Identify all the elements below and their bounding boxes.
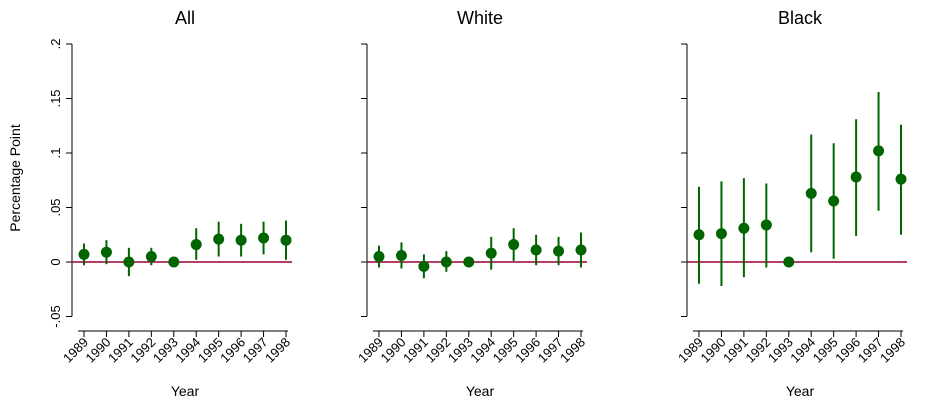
y-tick-label: .15 — [48, 89, 63, 107]
data-point — [805, 187, 817, 199]
data-point — [145, 251, 157, 263]
data-point — [828, 195, 840, 207]
data-point — [485, 247, 497, 259]
data-point — [213, 233, 225, 245]
panel-title: White — [457, 8, 503, 28]
data-point — [78, 248, 90, 260]
data-point — [715, 228, 727, 240]
x-tick-label: 1998 — [877, 335, 908, 366]
data-point — [418, 260, 430, 272]
panel-title: All — [175, 8, 195, 28]
data-point — [760, 219, 772, 231]
panels: All-.050.05.1.15.21989199019911992199319… — [48, 8, 908, 399]
y-tick-label: .1 — [48, 148, 63, 159]
y-tick-label: -.05 — [48, 305, 63, 327]
data-point — [850, 171, 862, 183]
x-axis-label: Year — [171, 383, 200, 399]
x-tick-label: 1998 — [557, 335, 588, 366]
data-point — [873, 145, 885, 157]
y-tick-label: .05 — [48, 198, 63, 216]
data-point — [895, 173, 907, 185]
panel-black: Black19891990199119921993199419951996199… — [675, 8, 908, 399]
x-axis-label: Year — [466, 383, 495, 399]
data-point — [463, 256, 475, 268]
data-point — [190, 239, 202, 251]
data-point — [100, 246, 112, 258]
data-point — [440, 256, 452, 268]
data-point — [373, 251, 385, 263]
data-point — [258, 232, 270, 244]
panel-white: White19891990199119921993199419951996199… — [355, 8, 588, 399]
data-point — [395, 249, 407, 261]
y-axis-label: Percentage Point — [7, 124, 23, 232]
data-point — [553, 245, 565, 257]
data-point — [783, 256, 795, 268]
data-point — [738, 222, 750, 234]
data-point — [280, 234, 292, 246]
data-point — [123, 256, 135, 268]
data-point — [693, 229, 705, 241]
panel-all: All-.050.05.1.15.21989199019911992199319… — [48, 8, 293, 399]
y-tick-label: .2 — [48, 39, 63, 50]
y-tick-label: 0 — [48, 258, 63, 265]
data-point — [235, 234, 247, 246]
data-point — [508, 239, 520, 251]
x-tick-label: 1998 — [262, 335, 293, 366]
data-point — [575, 244, 587, 256]
data-point — [530, 244, 542, 256]
x-axis-label: Year — [786, 383, 815, 399]
panel-title: Black — [778, 8, 823, 28]
data-point — [168, 256, 180, 268]
